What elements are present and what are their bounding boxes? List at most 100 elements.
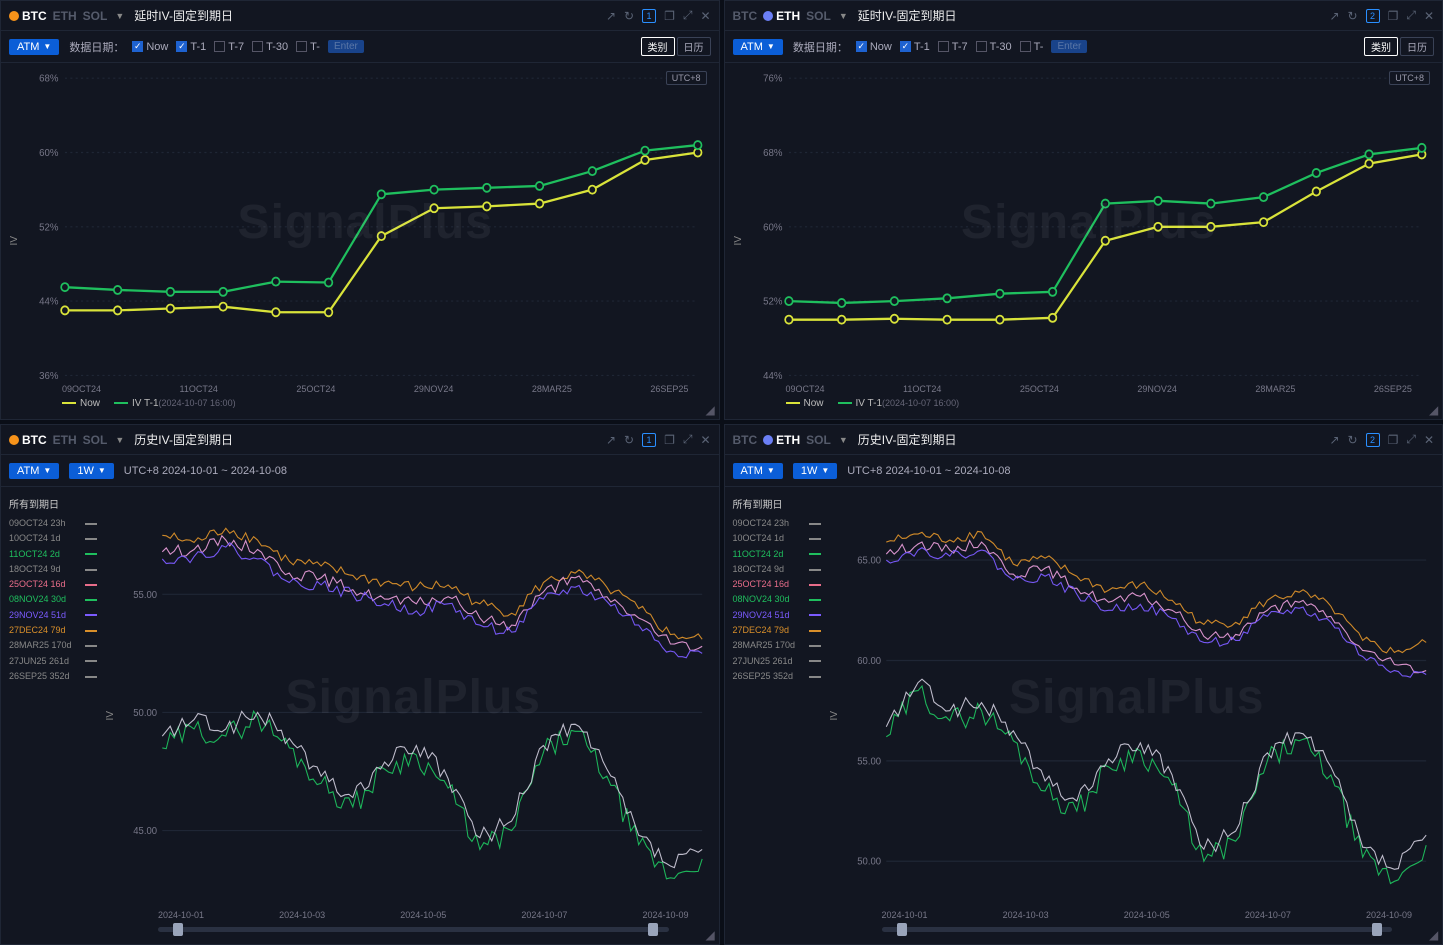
period-dropdown[interactable]: 1W▼ bbox=[793, 463, 837, 479]
expiry-row[interactable]: 08NOV24 30d bbox=[733, 592, 825, 607]
expiry-row[interactable]: 29NOV24 51d bbox=[733, 608, 825, 623]
duplicate-icon[interactable]: ❐ bbox=[664, 433, 675, 447]
check-t-[interactable]: T- bbox=[296, 41, 320, 53]
open-external-icon[interactable]: ↗ bbox=[606, 433, 616, 447]
expiry-row[interactable]: 27JUN25 261d bbox=[9, 654, 101, 669]
close-icon[interactable]: ✕ bbox=[700, 433, 710, 447]
panel-number[interactable]: 2 bbox=[1366, 433, 1380, 447]
slider-thumb-right[interactable] bbox=[1372, 923, 1382, 936]
expiry-row[interactable]: 29NOV24 51d bbox=[9, 608, 101, 623]
history-chart[interactable]: 55.00 50.00 45.00SignalPlus bbox=[118, 493, 709, 906]
expiry-row[interactable]: 09OCT24 23h bbox=[733, 516, 825, 531]
duplicate-icon[interactable]: ❐ bbox=[1388, 9, 1399, 23]
expiry-row[interactable]: 11OCT24 2d bbox=[733, 547, 825, 562]
check-t-30[interactable]: T-30 bbox=[976, 41, 1012, 53]
close-icon[interactable]: ✕ bbox=[1424, 433, 1434, 447]
rtab-类别[interactable]: 类别 bbox=[641, 37, 675, 56]
date-input[interactable]: Enter bbox=[1051, 40, 1087, 53]
time-slider[interactable] bbox=[842, 920, 1433, 938]
check-t-1[interactable]: ✓T-1 bbox=[176, 41, 206, 53]
close-icon[interactable]: ✕ bbox=[700, 9, 710, 23]
rtab-日历[interactable]: 日历 bbox=[1400, 37, 1434, 56]
atm-dropdown[interactable]: ATM▼ bbox=[9, 463, 59, 479]
asset-tab-eth[interactable]: ETH bbox=[763, 9, 800, 23]
atm-dropdown[interactable]: ATM▼ bbox=[9, 39, 59, 55]
check-t-1[interactable]: ✓T-1 bbox=[900, 41, 930, 53]
expiry-row[interactable]: 11OCT24 2d bbox=[9, 547, 101, 562]
refresh-icon[interactable]: ↻ bbox=[1348, 433, 1358, 447]
asset-tab-btc[interactable]: BTC bbox=[733, 433, 758, 447]
refresh-icon[interactable]: ↻ bbox=[1348, 9, 1358, 23]
check-t-30[interactable]: T-30 bbox=[252, 41, 288, 53]
atm-dropdown[interactable]: ATM▼ bbox=[733, 39, 783, 55]
open-external-icon[interactable]: ↗ bbox=[1329, 433, 1339, 447]
asset-tab-sol[interactable]: SOL bbox=[83, 9, 108, 23]
expiry-row[interactable]: 25OCT24 16d bbox=[9, 577, 101, 592]
slider-thumb-left[interactable] bbox=[173, 923, 183, 936]
check-t-7[interactable]: T-7 bbox=[214, 41, 244, 53]
open-external-icon[interactable]: ↗ bbox=[1329, 9, 1339, 23]
maximize-icon[interactable]: ⤢ bbox=[1406, 432, 1416, 447]
expiry-row[interactable]: 27DEC24 79d bbox=[733, 623, 825, 638]
refresh-icon[interactable]: ↻ bbox=[624, 9, 634, 23]
panel-number[interactable]: 2 bbox=[1366, 9, 1380, 23]
legend-item-now[interactable]: Now bbox=[62, 398, 100, 409]
expiry-row[interactable]: 27DEC24 79d bbox=[9, 623, 101, 638]
expiry-row[interactable]: 10OCT24 1d bbox=[9, 531, 101, 546]
asset-tab-eth[interactable]: ETH bbox=[763, 433, 800, 447]
legend-item-t1[interactable]: IV T-1(2024-10-07 16:00) bbox=[838, 398, 960, 409]
expiry-row[interactable]: 18OCT24 9d bbox=[9, 562, 101, 577]
forward-chart[interactable]: 68% 60% 52% 44% 36% SignalPlus bbox=[22, 69, 709, 380]
asset-tab-btc[interactable]: BTC bbox=[9, 9, 47, 23]
duplicate-icon[interactable]: ❐ bbox=[1388, 433, 1399, 447]
period-dropdown[interactable]: 1W▼ bbox=[69, 463, 113, 479]
slider-thumb-left[interactable] bbox=[897, 923, 907, 936]
forward-chart[interactable]: 76% 68% 60% 52% 44% SignalPlus bbox=[746, 69, 1433, 380]
asset-tab-sol[interactable]: SOL bbox=[806, 9, 831, 23]
expiry-row[interactable]: 10OCT24 1d bbox=[733, 531, 825, 546]
legend-item-t1[interactable]: IV T-1(2024-10-07 16:00) bbox=[114, 398, 236, 409]
chevron-down-icon[interactable]: ▼ bbox=[115, 435, 124, 445]
history-chart[interactable]: 65.00 60.00 55.00 50.00SignalPlus bbox=[842, 493, 1433, 906]
check-now[interactable]: ✓Now bbox=[132, 41, 168, 53]
time-slider[interactable] bbox=[118, 920, 709, 938]
duplicate-icon[interactable]: ❐ bbox=[664, 9, 675, 23]
chevron-down-icon[interactable]: ▼ bbox=[115, 11, 124, 21]
maximize-icon[interactable]: ⤢ bbox=[683, 432, 693, 447]
chevron-down-icon: ▼ bbox=[43, 42, 51, 51]
date-input[interactable]: Enter bbox=[328, 40, 364, 53]
close-icon[interactable]: ✕ bbox=[1424, 9, 1434, 23]
chevron-down-icon[interactable]: ▼ bbox=[839, 435, 848, 445]
panel-number[interactable]: 1 bbox=[642, 9, 656, 23]
rtab-类别[interactable]: 类别 bbox=[1364, 37, 1398, 56]
open-external-icon[interactable]: ↗ bbox=[606, 9, 616, 23]
refresh-icon[interactable]: ↻ bbox=[624, 433, 634, 447]
check-t-[interactable]: T- bbox=[1020, 41, 1044, 53]
expiry-row[interactable]: 27JUN25 261d bbox=[733, 654, 825, 669]
maximize-icon[interactable]: ⤢ bbox=[1406, 8, 1416, 23]
expiry-row[interactable]: 08NOV24 30d bbox=[9, 592, 101, 607]
expiry-row[interactable]: 28MAR25 170d bbox=[733, 638, 825, 653]
legend-item-now[interactable]: Now bbox=[786, 398, 824, 409]
asset-tab-btc[interactable]: BTC bbox=[733, 9, 758, 23]
chevron-down-icon[interactable]: ▼ bbox=[839, 11, 848, 21]
expiry-row[interactable]: 26SEP25 352d bbox=[733, 669, 825, 684]
rtab-日历[interactable]: 日历 bbox=[677, 37, 711, 56]
asset-tab-eth[interactable]: ETH bbox=[53, 433, 77, 447]
asset-tab-sol[interactable]: SOL bbox=[83, 433, 108, 447]
asset-tab-sol[interactable]: SOL bbox=[806, 433, 831, 447]
expiry-row[interactable]: 25OCT24 16d bbox=[733, 577, 825, 592]
asset-tab-eth[interactable]: ETH bbox=[53, 9, 77, 23]
panel-number[interactable]: 1 bbox=[642, 433, 656, 447]
atm-dropdown[interactable]: ATM▼ bbox=[733, 463, 783, 479]
check-now[interactable]: ✓Now bbox=[856, 41, 892, 53]
check-t-7[interactable]: T-7 bbox=[938, 41, 968, 53]
asset-tab-btc[interactable]: BTC bbox=[9, 433, 47, 447]
expiry-swatch bbox=[85, 584, 97, 586]
expiry-row[interactable]: 26SEP25 352d bbox=[9, 669, 101, 684]
expiry-row[interactable]: 18OCT24 9d bbox=[733, 562, 825, 577]
slider-thumb-right[interactable] bbox=[648, 923, 658, 936]
maximize-icon[interactable]: ⤢ bbox=[683, 8, 693, 23]
expiry-row[interactable]: 28MAR25 170d bbox=[9, 638, 101, 653]
expiry-row[interactable]: 09OCT24 23h bbox=[9, 516, 101, 531]
